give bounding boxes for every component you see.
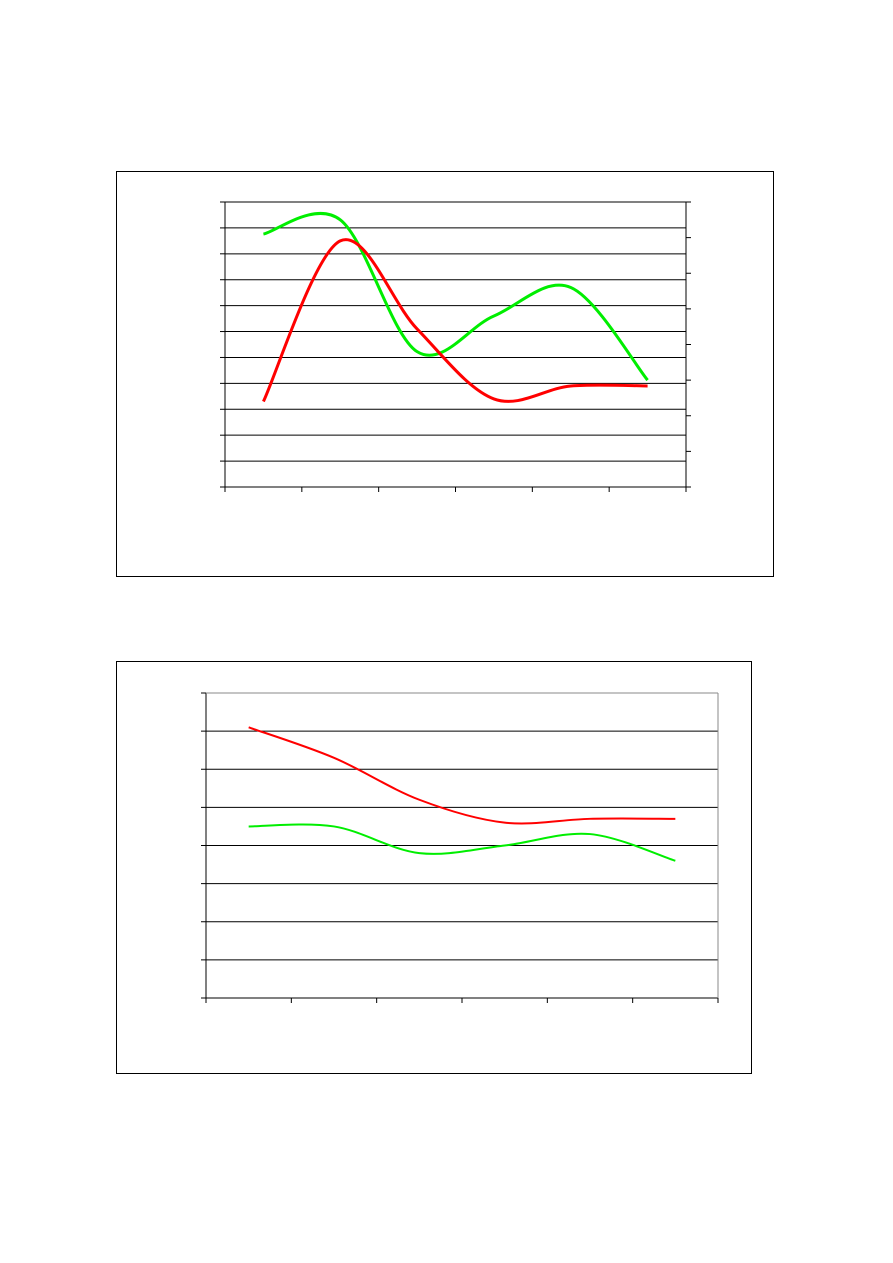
series-line-2 bbox=[262, 212, 649, 382]
chart-2-frame bbox=[116, 661, 752, 1074]
chart-2-plot bbox=[201, 692, 719, 1003]
chart-1-plot bbox=[220, 201, 691, 492]
series-line-1 bbox=[262, 238, 648, 403]
chart-1-frame bbox=[116, 171, 774, 577]
series-line-2 bbox=[248, 823, 676, 862]
series-line-1 bbox=[248, 726, 676, 825]
